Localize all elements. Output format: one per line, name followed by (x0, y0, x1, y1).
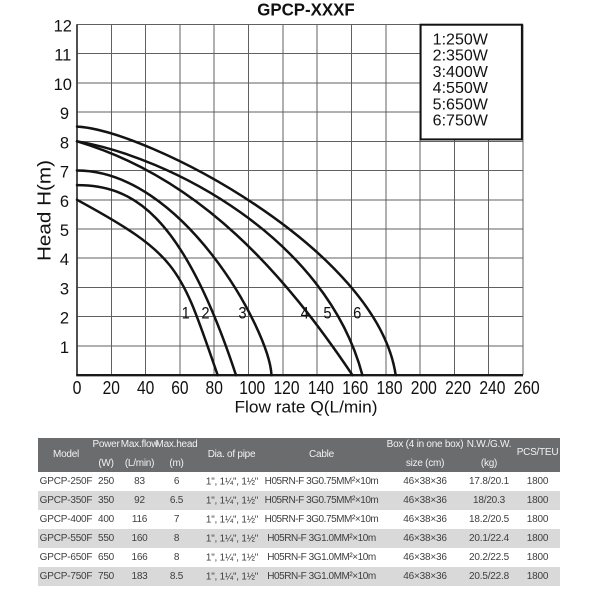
svg-text:6: 6 (60, 193, 69, 211)
svg-text:3: 3 (60, 281, 69, 299)
svg-text:7: 7 (60, 164, 69, 182)
svg-text:260: 260 (514, 377, 540, 398)
svg-text:Flow rate Q(L/min): Flow rate Q(L/min) (235, 398, 378, 417)
svg-text:6:750W: 6:750W (433, 113, 489, 130)
svg-text:60: 60 (171, 377, 188, 398)
svg-text:2: 2 (60, 310, 69, 328)
svg-text:10: 10 (54, 76, 72, 94)
svg-text:1:250W: 1:250W (433, 31, 489, 48)
svg-text:240: 240 (479, 377, 505, 398)
svg-text:100: 100 (239, 377, 265, 398)
svg-text:180: 180 (377, 377, 403, 398)
svg-text:5: 5 (323, 304, 331, 323)
svg-text:4: 4 (60, 251, 69, 269)
svg-text:20: 20 (103, 377, 120, 398)
svg-text:GPCP-XXXF: GPCP-XXXF (257, 0, 355, 20)
svg-text:3:400W: 3:400W (433, 64, 489, 81)
svg-text:2: 2 (201, 304, 209, 323)
svg-text:3: 3 (238, 304, 246, 323)
svg-text:120: 120 (274, 377, 300, 398)
svg-text:200: 200 (411, 377, 437, 398)
svg-text:160: 160 (342, 377, 368, 398)
svg-text:4:550W: 4:550W (433, 80, 489, 97)
svg-text:80: 80 (206, 377, 223, 398)
svg-text:5: 5 (60, 222, 69, 240)
svg-text:2:350W: 2:350W (433, 48, 489, 65)
svg-text:Head H(m): Head H(m) (34, 160, 54, 261)
svg-text:5:650W: 5:650W (433, 96, 489, 113)
svg-text:8: 8 (60, 134, 69, 152)
svg-text:9: 9 (60, 105, 69, 123)
svg-text:11: 11 (54, 47, 71, 65)
svg-text:40: 40 (137, 377, 154, 398)
svg-text:220: 220 (445, 377, 471, 398)
svg-text:1: 1 (182, 304, 190, 323)
svg-text:1: 1 (60, 339, 69, 357)
svg-text:6: 6 (353, 304, 361, 323)
svg-text:0: 0 (73, 377, 82, 398)
svg-text:140: 140 (308, 377, 334, 398)
svg-text:4: 4 (301, 304, 309, 323)
svg-text:12: 12 (54, 17, 72, 35)
